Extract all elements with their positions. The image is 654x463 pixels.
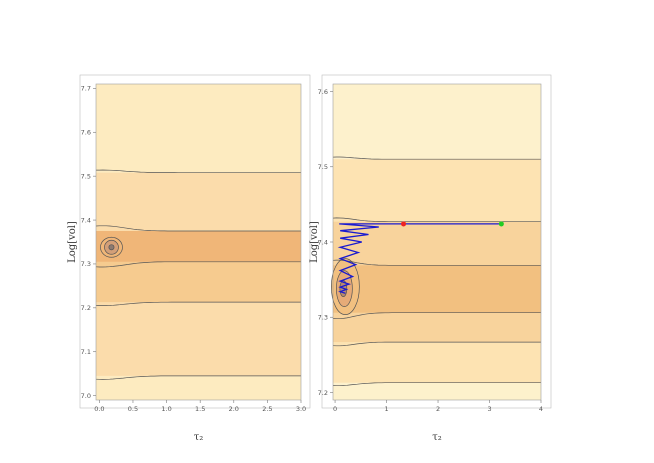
x-tick-label: 2.0 xyxy=(229,405,239,413)
y-tick-label: 7.1 xyxy=(81,348,91,356)
plot-border xyxy=(95,83,302,401)
contour-band xyxy=(333,265,541,313)
contour-line xyxy=(332,217,541,223)
y-tick-label: 7.7 xyxy=(81,85,91,93)
contour-line xyxy=(95,375,301,380)
y-tick-label: 7.2 xyxy=(318,389,328,397)
x-tick-label: 1.0 xyxy=(161,405,171,413)
contour-line xyxy=(332,156,541,160)
contour-line xyxy=(332,341,541,347)
contour-line xyxy=(332,312,541,320)
x-axis-label: τ₂ xyxy=(194,432,204,443)
x-tick-label: 0.0 xyxy=(94,405,104,413)
trajectory-path xyxy=(337,223,502,294)
y-tick-label: 7.3 xyxy=(318,314,328,322)
y-tick-label: 7.4 xyxy=(81,216,91,224)
contour-line xyxy=(332,259,541,266)
contour-line xyxy=(96,169,301,174)
x-tick-label: 1 xyxy=(384,405,388,413)
y-tick-label: 7.0 xyxy=(81,392,91,400)
contour-minimum xyxy=(108,244,115,251)
x-tick-label: 1.5 xyxy=(195,405,205,413)
y-tick-label: 7.5 xyxy=(318,163,328,171)
contour-line xyxy=(332,382,541,387)
y-tick-label: 7.6 xyxy=(318,88,328,96)
x-tick-label: 2 xyxy=(436,405,440,413)
contour-band xyxy=(96,231,301,262)
x-tick-label: 0.5 xyxy=(128,405,138,413)
y-tick-label: 7.2 xyxy=(81,304,91,312)
x-tick-label: 3 xyxy=(487,405,491,413)
contour-line xyxy=(95,261,301,268)
x-axis-label: τ₂ xyxy=(432,432,442,443)
contour-line xyxy=(95,301,301,306)
y-tick-label: 7.6 xyxy=(81,129,91,137)
x-tick-label: 0 xyxy=(333,405,337,413)
y-tick-label: 7.4 xyxy=(318,238,328,246)
y-tick-label: 7.5 xyxy=(81,172,91,180)
contour-panel-2: 0 1 2 3 4 7.2 7.3 7.4 7.5 7.6 τ₂ Log[vol] xyxy=(309,74,552,443)
contour-line xyxy=(95,225,301,232)
y-axis-label: Log[vol] xyxy=(309,221,320,263)
trajectory-start-point xyxy=(498,221,504,227)
y-axis-label: Log[vol] xyxy=(67,221,78,263)
contour-panel-1: 0.0 0.5 1.0 1.5 2.0 2.5 3.0 7.0 7.1 7.2 7.3 7.4 7.5 7… xyxy=(67,74,311,443)
trajectory-midpoint xyxy=(401,221,407,227)
y-tick-label: 7.3 xyxy=(81,260,91,268)
x-tick-label: 3.0 xyxy=(296,405,306,413)
x-tick-label: 2.5 xyxy=(262,405,272,413)
x-tick-label: 4 xyxy=(539,405,543,413)
